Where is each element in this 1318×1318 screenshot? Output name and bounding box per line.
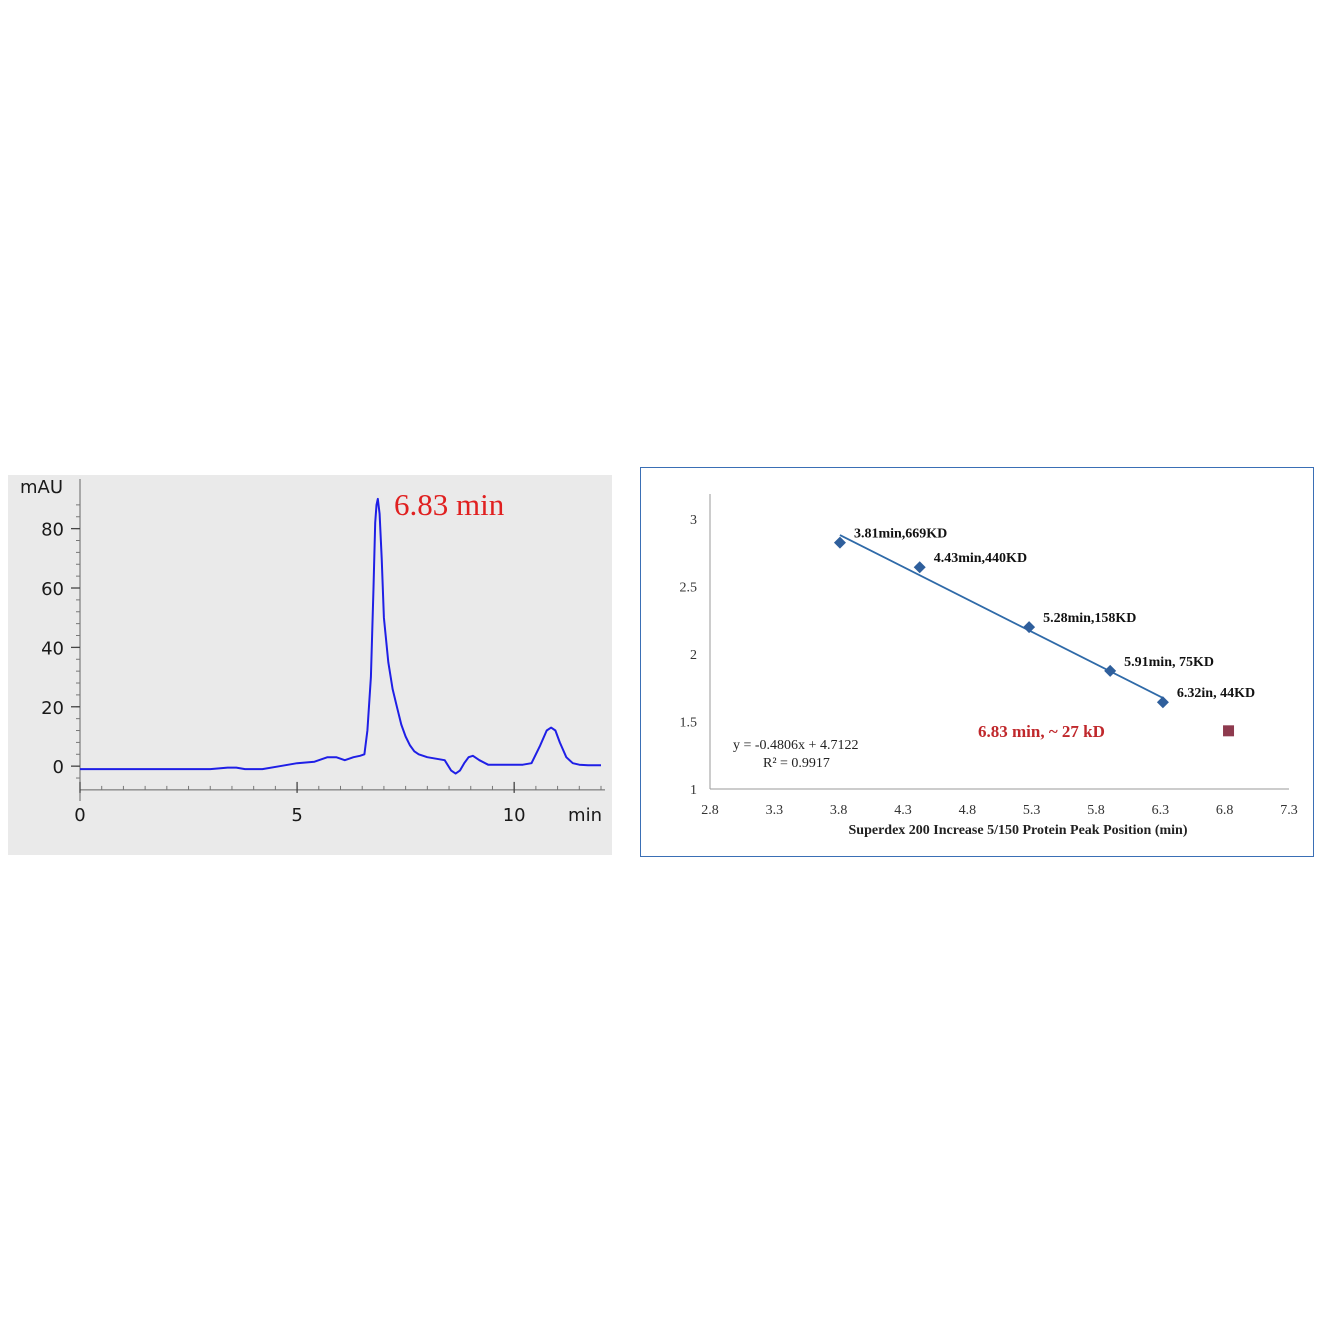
data-label-standard: 6.32in, 44KD (1177, 686, 1255, 701)
data-point-standard (1104, 664, 1117, 677)
y-tick-label: 40 (41, 638, 64, 659)
y-tick-label: 3 (690, 513, 697, 528)
x-tick-label: 2.8 (701, 803, 719, 818)
y-tick-label: 80 (41, 520, 64, 541)
y-tick-label: 1 (690, 783, 697, 798)
data-point-standard (833, 536, 846, 549)
peak-annotation: 6.83 min (394, 487, 505, 522)
data-point-standard (913, 561, 926, 574)
chromatogram-chart: 0 20 40 60 80 mAU 0 5 10 min 6.83 min (20, 477, 605, 826)
data-label-standard: 5.28min,158KD (1043, 611, 1136, 626)
x-tick-label: 5.3 (1023, 803, 1041, 818)
x-axis-label: Superdex 200 Increase 5/150 Protein Peak… (849, 823, 1188, 838)
trendline-r2: R² = 0.9917 (763, 756, 830, 771)
data-point-sample (1223, 725, 1235, 737)
calibration-chart: 1 1.5 2 2.5 3 2.8 3.3 3.8 4.3 4.8 5.3 5.8 6.3 6.8 7.3 S… (680, 494, 1298, 838)
data-point-standard (1156, 696, 1169, 709)
calibration-panel: 1 1.5 2 2.5 3 2.8 3.3 3.8 4.3 4.8 5.3 5.8 6.3 6.8 7.3 S… (640, 467, 1314, 857)
y-tick-label: 1.5 (680, 716, 698, 731)
trendline-equation: y = -0.4806x + 4.7122 (733, 738, 858, 753)
data-label-standard: 3.81min,669KD (854, 527, 947, 542)
y-tick-label: 20 (41, 698, 64, 719)
chromatogram-panel: 0 20 40 60 80 mAU 0 5 10 min 6.83 min (8, 475, 612, 855)
data-label-standard: 4.43min,440KD (934, 551, 1027, 566)
x-tick-label: 4.3 (894, 803, 912, 818)
x-tick-label: 10 (503, 805, 526, 826)
x-tick-label: 6.3 (1152, 803, 1170, 818)
x-tick-label: 0 (74, 805, 85, 826)
x-tick-label: 4.8 (959, 803, 977, 818)
sample-annotation: 6.83 min, ~ 27 kD (978, 722, 1105, 741)
data-point-standard (1023, 621, 1036, 634)
x-tick-label: 7.3 (1280, 803, 1298, 818)
y-tick-label: 2.5 (680, 581, 698, 596)
chromatogram-trace (80, 497, 601, 775)
y-tick-label: 60 (41, 579, 64, 600)
y-tick-label: 0 (53, 757, 64, 778)
x-axis-label: min (568, 805, 602, 826)
x-tick-label: 6.8 (1216, 803, 1234, 818)
x-tick-label: 5.8 (1087, 803, 1105, 818)
x-tick-label: 3.3 (766, 803, 784, 818)
data-label-standard: 5.91min, 75KD (1124, 655, 1214, 670)
x-tick-label: 5 (291, 805, 302, 826)
y-tick-label: 2 (690, 648, 697, 663)
x-tick-label: 3.8 (830, 803, 848, 818)
y-axis-label: mAU (20, 477, 63, 498)
